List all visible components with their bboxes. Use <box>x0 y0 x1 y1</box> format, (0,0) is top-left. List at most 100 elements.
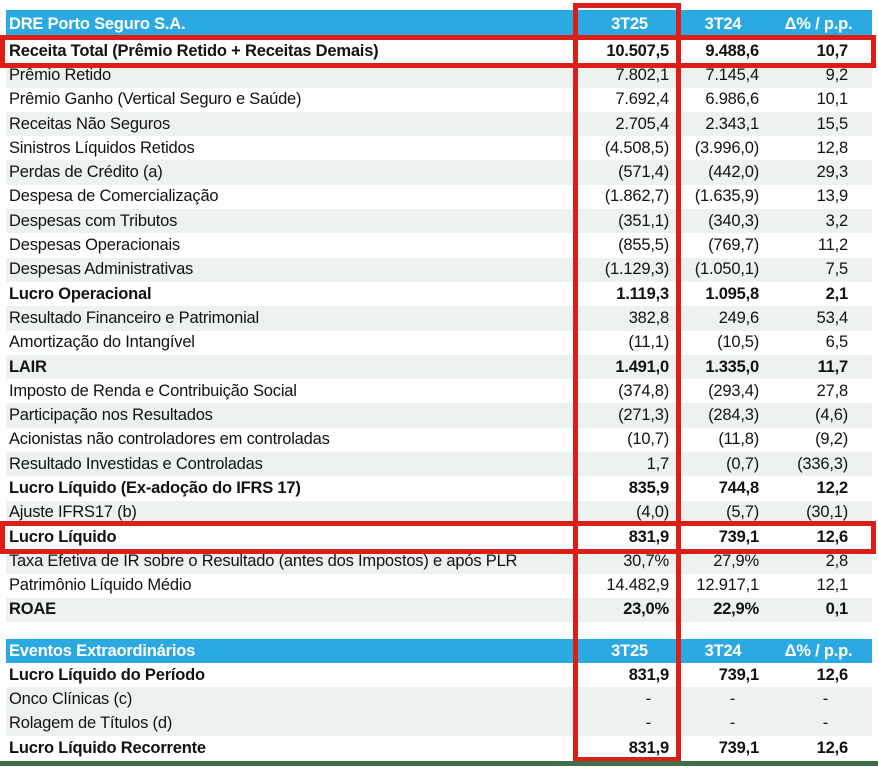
value-delta: 9,2 <box>825 65 849 84</box>
table-row: Onco Clínicas (c) - - - <box>6 687 872 712</box>
row-label: Lucro Líquido (Ex-adoção do IFRS 17) <box>9 478 301 497</box>
table-row: Receita Total (Prêmio Retido + Receitas … <box>6 39 872 64</box>
value-3t24: 739,1 <box>718 527 759 546</box>
value-delta: 10,1 <box>816 90 849 109</box>
table-row: Lucro Líquido 831,9 739,1 12,6 <box>6 524 872 550</box>
value-3t25: 7.692,4 <box>615 90 669 109</box>
value-delta: 10,7 <box>816 41 849 60</box>
table-row: ROAE 23,0% 22,9% 0,1 <box>6 597 872 623</box>
value-delta: 12,6 <box>816 527 849 546</box>
value-delta: 12,6 <box>816 665 849 684</box>
table-row: Resultado Financeiro e Patrimonial 382,8 2… <box>6 306 872 331</box>
section-dre: DRE Porto Seguro S.A. 3T25 3T24 Δ% / p.p… <box>6 10 872 623</box>
row-label: Perdas de Crédito (a) <box>9 163 163 182</box>
value-3t25: 835,9 <box>628 478 669 497</box>
table-row: LAIR 1.491,0 1.335,0 11,7 <box>6 354 872 380</box>
value-delta: (4,6) <box>815 406 848 425</box>
value-3t25: 7.802,1 <box>615 65 669 84</box>
table-row: Lucro Operacional 1.119,3 1.095,8 2,1 <box>6 281 872 307</box>
value-3t24: (10,5) <box>717 333 759 352</box>
value-3t24: 2.343,1 <box>705 114 759 133</box>
value-3t24: 1.335,0 <box>705 357 759 376</box>
row-label: Despesas Administrativas <box>9 260 194 279</box>
value-3t24: (3.996,0) <box>694 138 759 157</box>
section-header-dre: DRE Porto Seguro S.A. 3T25 3T24 Δ% / p.p… <box>6 10 872 39</box>
value-3t24: 739,1 <box>718 665 759 684</box>
dre-table: DRE Porto Seguro S.A. 3T25 3T24 Δ% / p.p… <box>6 10 872 761</box>
value-3t24: 9.488,6 <box>705 41 759 60</box>
value-delta: 12,8 <box>816 138 849 157</box>
value-3t24: (284,3) <box>708 406 759 425</box>
table-row: Despesas Operacionais (855,5) (769,7) 11,2 <box>6 233 872 258</box>
value-delta: 27,8 <box>816 381 849 400</box>
value-3t24: 249,6 <box>718 308 759 327</box>
value-3t24: 1.095,8 <box>705 284 759 303</box>
row-label: Taxa Efetiva de IR sobre o Resultado (an… <box>9 551 518 570</box>
row-label: Prêmio Retido <box>9 65 111 84</box>
bottom-border-line <box>0 761 878 766</box>
row-label: Receitas Não Seguros <box>9 114 171 133</box>
row-label: Resultado Investidas e Controladas <box>9 454 263 473</box>
value-delta: 7,5 <box>825 260 849 279</box>
value-delta: 11,7 <box>817 357 849 376</box>
table-row: Lucro Líquido Recorrente 831,9 739,1 12,6 <box>6 736 872 761</box>
row-label: Despesa de Comercialização <box>9 187 219 206</box>
value-3t24: 22,9% <box>713 600 759 619</box>
value-3t24: - <box>729 690 735 709</box>
table-row: Despesas Administrativas (1.129,3) (1.050,… <box>6 257 872 282</box>
table-row: Patrimônio Líquido Médio 14.482,9 12.917,1… <box>6 573 872 598</box>
value-3t24: (5,7) <box>726 503 759 522</box>
value-delta: 3,2 <box>825 211 849 230</box>
value-3t24: 7.145,4 <box>705 65 759 84</box>
value-delta: 2,1 <box>825 284 849 303</box>
row-label: LAIR <box>9 357 47 376</box>
value-3t25: (855,5) <box>618 236 669 255</box>
section-header-eventos: Eventos Extraordinários 3T25 3T24 Δ% / p… <box>6 639 872 664</box>
row-label: Lucro Líquido <box>9 527 117 546</box>
section-rows: Receita Total (Prêmio Retido + Receitas … <box>6 39 872 623</box>
table-row: Perdas de Crédito (a) (571,4) (442,0) 29,3 <box>6 160 872 185</box>
table-row: Prêmio Ganho (Vertical Seguro e Saúde) 7.… <box>6 87 872 112</box>
row-label: Lucro Líquido do Período <box>9 665 205 684</box>
value-3t25: - <box>645 714 651 733</box>
value-delta: (336,3) <box>797 454 848 473</box>
row-label: Onco Clínicas (c) <box>9 690 133 709</box>
value-3t25: 1.491,0 <box>615 357 669 376</box>
table-row: Lucro Líquido (Ex-adoção do IFRS 17) 835,… <box>6 476 872 501</box>
value-3t25: (571,4) <box>618 163 669 182</box>
table-row: Participação nos Resultados (271,3) (284,3… <box>6 403 872 428</box>
value-delta: (9,2) <box>815 430 848 449</box>
value-3t24: (1.050,1) <box>694 260 759 279</box>
value-3t25: (10,7) <box>627 430 669 449</box>
value-delta: 13,9 <box>816 187 849 206</box>
value-3t24: (442,0) <box>708 163 759 182</box>
table-row: Acionistas não controladores em controla… <box>6 427 872 453</box>
value-3t25: 14.482,9 <box>606 576 669 595</box>
value-3t25: 23,0% <box>623 600 669 619</box>
column-header-3t25: 3T25 <box>611 641 648 660</box>
value-3t24: (1.635,9) <box>694 187 759 206</box>
value-delta: 12,2 <box>816 478 849 497</box>
row-label: Ajuste IFRS17 (b) <box>9 503 137 522</box>
value-delta: 15,5 <box>816 114 849 133</box>
value-delta: - <box>822 690 828 709</box>
column-header-3t24: 3T24 <box>704 15 742 33</box>
row-label: Amortização do Intangível <box>9 333 195 352</box>
table-row: Rolagem de Títulos (d) - - - <box>6 711 872 737</box>
value-3t24: 12.917,1 <box>696 576 759 595</box>
value-3t25: (271,3) <box>618 406 669 425</box>
value-3t25: (1.862,7) <box>604 187 669 206</box>
value-3t24: 6.986,6 <box>705 90 759 109</box>
row-label: ROAE <box>9 600 56 619</box>
row-label: Patrimônio Líquido Médio <box>9 576 192 595</box>
table-row: Sinistros Líquidos Retidos (4.508,5) (3.99… <box>6 136 872 161</box>
value-3t25: 10.507,5 <box>606 41 669 60</box>
value-3t24: 739,1 <box>718 738 759 757</box>
table-row: Receitas Não Seguros 2.705,4 2.343,1 15,5 <box>6 111 872 137</box>
value-3t25: (1.129,3) <box>604 260 669 279</box>
value-3t25: (11,1) <box>628 333 669 352</box>
column-header-delta: Δ% / p.p. <box>784 15 853 33</box>
column-header-3t25: 3T25 <box>611 15 648 33</box>
row-label: Prêmio Ganho (Vertical Seguro e Saúde) <box>9 90 302 109</box>
value-delta: - <box>822 714 828 733</box>
